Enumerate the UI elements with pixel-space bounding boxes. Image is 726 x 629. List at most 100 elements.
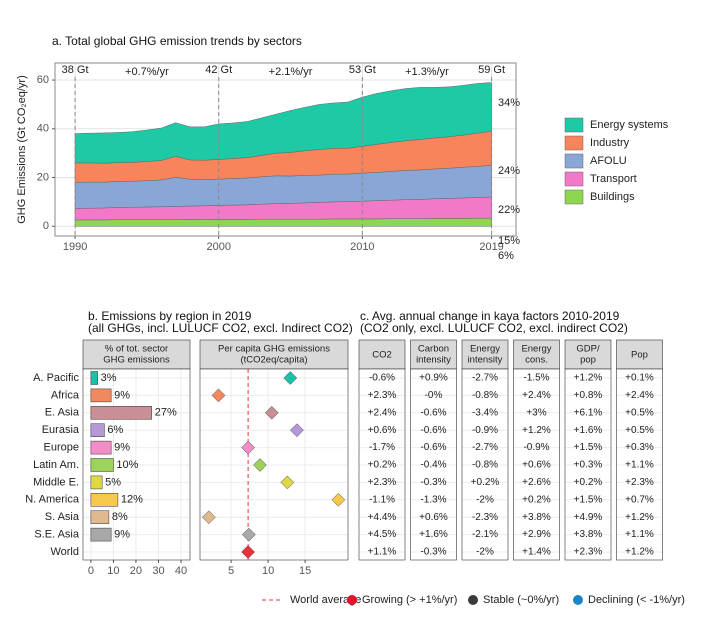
legend-swatch bbox=[564, 153, 584, 169]
table-cell: +4.5% bbox=[368, 529, 397, 540]
region-label: Europe bbox=[44, 442, 79, 454]
table-cell: -0.8% bbox=[472, 460, 498, 471]
region-label: World bbox=[50, 546, 79, 558]
diamond bbox=[241, 545, 255, 559]
diamond bbox=[253, 458, 267, 472]
table-cell: +4.9% bbox=[574, 512, 603, 523]
table-cell: +3.8% bbox=[574, 529, 603, 540]
legend-label: Energy systems bbox=[590, 119, 669, 131]
strip-label: pop bbox=[580, 355, 596, 366]
table-cell: +0.9% bbox=[419, 373, 448, 384]
table-cell: +0.2% bbox=[574, 477, 603, 488]
table-cell: +0.2% bbox=[522, 494, 551, 505]
table-cell: -0.6% bbox=[420, 425, 446, 436]
diamond bbox=[202, 510, 216, 525]
table-cell: -0.4% bbox=[420, 460, 446, 471]
region-label: Middle E. bbox=[33, 476, 79, 488]
strip-label: (tCO2eq/capita) bbox=[240, 355, 307, 366]
strip-label: intensity bbox=[416, 355, 451, 366]
table-cell: +2.3% bbox=[574, 547, 603, 558]
table-cell: -1.7% bbox=[369, 442, 395, 453]
bar bbox=[90, 423, 105, 437]
bar bbox=[90, 458, 114, 472]
diamond bbox=[331, 492, 346, 507]
table-cell: +2.4% bbox=[625, 390, 654, 401]
table-cell: +0.2% bbox=[471, 477, 500, 488]
period-total: 42 Gt bbox=[205, 64, 232, 76]
strip-label: intensity bbox=[468, 355, 503, 366]
value-label: 9% bbox=[114, 442, 130, 454]
region-label: Eurasia bbox=[42, 424, 80, 436]
bar bbox=[90, 440, 112, 455]
table-cell: +3.8% bbox=[522, 512, 551, 523]
table-cell: -0.9% bbox=[523, 442, 549, 453]
table-cell: +1.5% bbox=[574, 494, 603, 505]
period-total: 38 Gt bbox=[62, 64, 89, 76]
panel-subtitle: (all GHGs, incl. LULUCF CO2, excl. Indir… bbox=[88, 321, 353, 335]
table-cell: +1.2% bbox=[625, 547, 654, 558]
legend-label: Buildings bbox=[590, 191, 635, 203]
legend-label: AFOLU bbox=[590, 155, 627, 167]
bar bbox=[90, 371, 98, 385]
bar bbox=[90, 475, 103, 490]
table-cell: +0.6% bbox=[419, 512, 448, 523]
table-cell: +6.1% bbox=[574, 407, 603, 418]
legend-swatch bbox=[564, 135, 584, 151]
strip bbox=[410, 339, 457, 370]
x-tick-label: 5 bbox=[228, 565, 234, 577]
share-label: 6% bbox=[498, 250, 514, 262]
y-axis-label: GHG Emissions (Gt CO₂eq/yr) bbox=[16, 75, 28, 224]
table-cell: +0.6% bbox=[368, 425, 397, 436]
table-cell: +0.5% bbox=[625, 407, 654, 418]
table-cell: +2.9% bbox=[522, 529, 551, 540]
strip bbox=[564, 339, 612, 370]
plot-border bbox=[54, 62, 517, 237]
value-label: 8% bbox=[112, 511, 128, 523]
plot-border bbox=[358, 368, 406, 561]
diamond bbox=[283, 371, 298, 385]
bar bbox=[90, 527, 112, 542]
table-cell: -0% bbox=[425, 390, 443, 401]
strip-label: Per capita GHG emissions bbox=[218, 344, 330, 355]
strip-label: cons. bbox=[525, 355, 548, 366]
table-cell: +2.3% bbox=[368, 477, 397, 488]
table-cell: -2.3% bbox=[472, 512, 498, 523]
growth-rate: +2.1%/yr bbox=[269, 66, 313, 78]
area bbox=[74, 82, 492, 164]
table-cell: +0.1% bbox=[625, 373, 654, 384]
table-cell: +1.6% bbox=[574, 425, 603, 436]
legend-label: Growing (> +1%/yr) bbox=[362, 594, 457, 606]
strip-label: % of tot. sector bbox=[105, 344, 168, 355]
legend-swatch bbox=[564, 117, 584, 133]
strip bbox=[616, 339, 663, 370]
table-cell: -2% bbox=[476, 547, 494, 558]
strip-label: Energy bbox=[470, 344, 500, 355]
plot-border bbox=[616, 368, 663, 561]
diamond bbox=[264, 405, 279, 420]
table-cell: -1.1% bbox=[369, 494, 395, 505]
diamond bbox=[290, 423, 304, 438]
table-cell: -0.8% bbox=[472, 390, 498, 401]
strip-label: CO2 bbox=[372, 350, 392, 361]
x-tick-label: 1990 bbox=[63, 241, 87, 253]
region-label: S. Asia bbox=[45, 511, 80, 523]
share-label: 15% bbox=[498, 235, 520, 247]
region-label: N. America bbox=[25, 494, 80, 506]
strip bbox=[199, 339, 349, 370]
strip-label: Energy bbox=[521, 344, 551, 355]
table-cell: -1.3% bbox=[420, 494, 446, 505]
share-label: 22% bbox=[498, 204, 520, 216]
legend-swatch bbox=[564, 171, 584, 187]
y-tick-label: 60 bbox=[37, 74, 49, 86]
bar bbox=[90, 406, 152, 420]
growth-rate: +0.7%/yr bbox=[125, 66, 169, 78]
bar bbox=[90, 493, 119, 507]
strip bbox=[461, 339, 509, 370]
table-cell: -0.3% bbox=[420, 547, 446, 558]
x-tick-label: 10 bbox=[107, 565, 119, 577]
table-cell: -0.6% bbox=[420, 442, 446, 453]
bar bbox=[90, 510, 110, 524]
legend-label: Transport bbox=[590, 173, 637, 185]
table-cell: -0.9% bbox=[472, 425, 498, 436]
table-cell: +0.3% bbox=[625, 442, 654, 453]
